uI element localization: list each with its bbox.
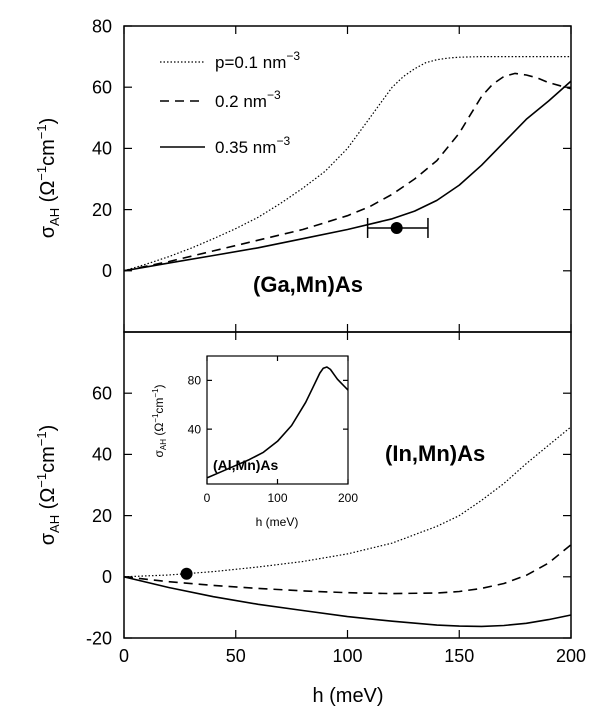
y-tick-label: 60 bbox=[92, 384, 112, 404]
xlabel-inset: h (meV) bbox=[256, 515, 299, 529]
y-tick-label: -20 bbox=[86, 628, 112, 648]
xlabel-bottom: h (meV) bbox=[312, 685, 383, 707]
top-points bbox=[366, 217, 429, 238]
top-ticks: 0 20 40 60 80 bbox=[92, 16, 572, 332]
y-tick-label: 40 bbox=[92, 445, 112, 465]
x-tick-label: 150 bbox=[444, 646, 474, 666]
legend-label-dashed: 0.2 nm−3 bbox=[215, 88, 281, 111]
annotation-in-mn-as: (In,Mn)As bbox=[385, 441, 485, 466]
legend-label-solid: 0.35 nm−3 bbox=[215, 134, 290, 157]
y-tick-label: 80 bbox=[92, 16, 112, 36]
inset-ticks: 40 80 0 100 200 bbox=[188, 356, 358, 505]
x-tick-label: 50 bbox=[226, 646, 246, 666]
ylabel-top: σAH (Ω−1cm−1) bbox=[34, 118, 62, 239]
x-tick-label: 0 bbox=[204, 491, 211, 505]
y-tick-label: 0 bbox=[102, 567, 112, 587]
plot-frame-inset bbox=[206, 355, 349, 485]
series-dotted-line bbox=[123, 426, 572, 578]
annotation-ga-mn-as: (Ga,Mn)As bbox=[253, 272, 363, 297]
y-tick-label: 20 bbox=[92, 200, 112, 220]
ylabel-inset: σAH (Ω−1cm−1) bbox=[151, 384, 168, 457]
series-dotted-line bbox=[123, 55, 571, 272]
y-tick-label: 0 bbox=[102, 261, 112, 281]
data-point bbox=[180, 567, 193, 580]
legend-label-dotted: p=0.1 nm−3 bbox=[215, 49, 300, 72]
inset-series bbox=[206, 366, 349, 479]
annotation-al-mn-as: (Al,Mn)As bbox=[213, 457, 279, 473]
data-point bbox=[390, 221, 403, 234]
top-series bbox=[123, 55, 572, 272]
x-tick-label: 100 bbox=[267, 491, 287, 505]
x-tick-label: 200 bbox=[338, 491, 358, 505]
bottom-series bbox=[123, 426, 572, 628]
bottom-points bbox=[180, 567, 193, 580]
inset-al-mn-as: 40 80 0 100 200 (Al,Mn)As h (meV) σAH (Ω−1cm… bbox=[151, 355, 358, 529]
series-dashed-line bbox=[123, 544, 572, 595]
series-dashed-line bbox=[123, 72, 572, 272]
series-solid-line bbox=[123, 80, 572, 272]
series-solid-line bbox=[123, 576, 572, 628]
y-tick-label: 80 bbox=[188, 374, 202, 388]
y-tick-label: 20 bbox=[92, 506, 112, 526]
y-tick-label: 60 bbox=[92, 78, 112, 98]
bottom-ticks: -20 0 20 40 60 0 50 100 150 200 bbox=[86, 332, 586, 666]
ylabel-bottom: σAH (Ω−1cm−1) bbox=[34, 425, 62, 546]
panel-in-mn-as: -20 0 20 40 60 0 50 100 150 200 (In,Mn)As h (meV)… bbox=[34, 331, 586, 707]
x-tick-label: 100 bbox=[332, 646, 362, 666]
series-solid-line bbox=[206, 366, 349, 479]
y-tick-label: 40 bbox=[188, 422, 202, 436]
x-tick-label: 0 bbox=[119, 646, 129, 666]
legend: p=0.1 nm−3 0.2 nm−3 0.35 nm−3 bbox=[160, 49, 300, 157]
x-tick-label: 200 bbox=[556, 646, 586, 666]
y-tick-label: 40 bbox=[92, 139, 112, 159]
